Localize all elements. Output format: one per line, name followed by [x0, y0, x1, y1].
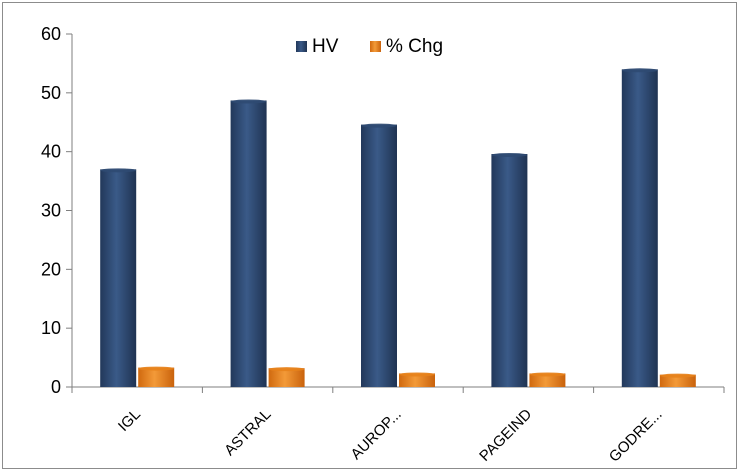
x-category-label: ASTRAL	[221, 406, 274, 459]
y-tick-label: 60	[41, 24, 61, 44]
bar-top	[621, 68, 658, 73]
bar-body	[491, 154, 528, 387]
bar-hv	[100, 168, 137, 387]
bar-pct-chg	[138, 366, 175, 387]
bar-top	[268, 367, 305, 372]
bar-top	[100, 168, 137, 173]
y-tick-label: 30	[41, 201, 61, 221]
bar-pct-chg	[268, 367, 305, 387]
bar-top	[138, 366, 175, 371]
bar-body	[138, 367, 175, 387]
bar-pct-chg	[529, 372, 566, 387]
bar-top	[529, 372, 566, 377]
bar-hv	[491, 153, 528, 387]
bar-top	[230, 99, 267, 104]
bar-pct-chg	[399, 372, 435, 387]
bar-pct-chg	[659, 373, 696, 387]
bar-hv	[361, 123, 397, 387]
x-category-label: IGL	[115, 406, 144, 435]
bars	[100, 68, 696, 388]
legend-label: % Chg	[386, 36, 443, 57]
legend-item-pct-chg: % Chg	[370, 36, 443, 57]
y-tick-label: 50	[41, 83, 61, 103]
bar-top	[491, 153, 528, 158]
legend-swatch	[296, 41, 307, 52]
bar-body	[399, 373, 435, 387]
y-tick-label: 0	[51, 377, 61, 397]
bar-body	[268, 368, 305, 387]
y-tick-label: 20	[41, 259, 61, 279]
legend-item-hv: HV	[296, 36, 339, 57]
y-tick-label: 40	[41, 142, 61, 162]
bar-hv	[230, 99, 267, 388]
bar-body	[659, 374, 696, 387]
legend: HV % Chg	[296, 36, 443, 57]
y-tick-label: 10	[41, 318, 61, 338]
legend-label: HV	[312, 36, 339, 57]
bar-body	[621, 69, 658, 388]
bar-body	[361, 124, 397, 387]
bar-hv	[621, 68, 658, 388]
bar-top	[659, 373, 696, 378]
x-category-label: GODRE...	[606, 406, 666, 466]
legend-swatch	[370, 41, 381, 52]
bar-top	[361, 123, 397, 128]
x-category-label: PAGEIND	[476, 406, 535, 465]
bar-body	[230, 100, 267, 388]
x-category-label: AUROP...	[348, 406, 405, 463]
bar-body	[100, 169, 137, 387]
bar-body	[529, 373, 566, 387]
bar-top	[399, 372, 435, 377]
